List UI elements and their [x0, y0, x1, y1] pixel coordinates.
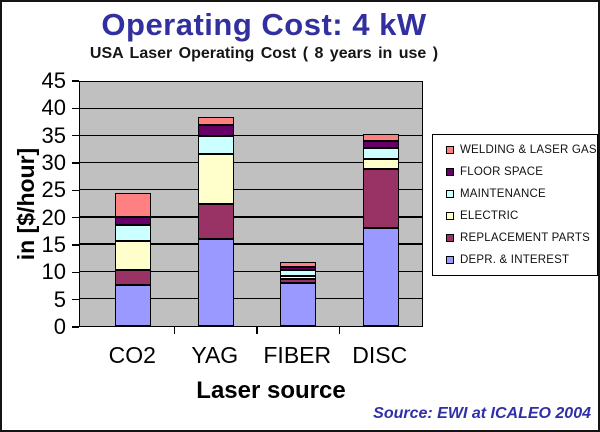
legend-label: REPLACEMENT PARTS [460, 232, 590, 244]
bar-segment [280, 278, 317, 284]
x-label-yag: YAG [191, 342, 239, 368]
y-tick [72, 326, 79, 328]
x-labels-layer: CO2 YAG FIBER DISC [91, 342, 421, 369]
y-tick [72, 271, 79, 274]
bar-segment [280, 276, 317, 279]
legend-swatch [446, 146, 454, 154]
bar-segment [280, 270, 317, 277]
x-tick [256, 327, 258, 334]
x-label-disc: DISC [352, 342, 408, 368]
bar-segment [362, 228, 399, 326]
y-tick [72, 189, 79, 192]
gridlines-layer [80, 82, 422, 326]
gridline [80, 243, 422, 245]
legend-swatch [446, 168, 454, 176]
y-tick-label: 40 [41, 95, 66, 121]
gridline [80, 162, 422, 164]
y-tick-label: 0 [53, 314, 66, 339]
legend-swatch [446, 234, 454, 242]
y-tick-label: 45 [41, 68, 66, 93]
y-tick-label: 30 [41, 150, 66, 176]
gridline [80, 189, 422, 191]
y-tick [72, 216, 79, 219]
chart-title: Operating Cost: 4 kW [101, 7, 427, 42]
bar-slot-disc [340, 82, 423, 326]
bar-segment [362, 141, 399, 149]
bar-yag [197, 82, 234, 326]
gridline [80, 216, 422, 218]
y-tick [72, 107, 79, 110]
y-tick [72, 134, 79, 137]
y-tick-label: 5 [53, 286, 66, 312]
legend-label: DEPR. & INTEREST [460, 254, 570, 266]
bar-segment [115, 225, 152, 242]
bar-segment [115, 216, 152, 226]
bar-segment [115, 285, 152, 326]
bar-segment [197, 239, 234, 326]
x-ticks-layer [91, 327, 421, 334]
bar-fiber [280, 82, 317, 326]
bars-layer [92, 82, 422, 326]
legend-item: DEPR. & INTEREST [446, 254, 593, 266]
x-label-fiber: FIBER [263, 342, 332, 368]
bar-co2 [115, 82, 152, 326]
x-label-co2: CO2 [108, 342, 156, 368]
bar-segment [197, 124, 234, 137]
legend-item: REPLACEMENT PARTS [446, 232, 593, 244]
legend-label: WELDING & LASER GAS [460, 144, 597, 156]
bar-segment [115, 241, 152, 270]
legend-swatch [446, 212, 454, 220]
bar-segment [362, 168, 399, 229]
gridline [80, 297, 422, 299]
plot-area [79, 81, 423, 327]
y-tick-label: 35 [41, 122, 66, 148]
legend-item: MAINTENANCE [446, 188, 593, 200]
bar-segment [197, 117, 234, 125]
bar-slot-yag [175, 82, 258, 326]
x-tick [338, 327, 340, 334]
x-axis-title: Laser source [196, 377, 346, 404]
y-tick-label: 10 [41, 259, 66, 285]
chart-subtitle: USA Laser Operating Cost ( 8 years in us… [89, 45, 439, 62]
bar-segment [362, 133, 399, 142]
legend-label: MAINTENANCE [460, 188, 546, 200]
bar-segment [280, 261, 317, 267]
y-tick [72, 162, 79, 164]
legend-item: WELDING & LASER GAS [446, 144, 597, 156]
bar-segment [197, 136, 234, 154]
bar-slot-co2 [92, 82, 175, 326]
bar-segment [115, 192, 152, 217]
legend-item: ELECTRIC [446, 210, 593, 222]
y-tick-label: 20 [41, 204, 66, 230]
legend-swatch [446, 256, 454, 264]
y-tick [72, 244, 79, 246]
legend-swatch [446, 190, 454, 198]
legend-label: ELECTRIC [460, 210, 519, 222]
y-tick-label: 15 [41, 232, 66, 258]
y-tick-label: 25 [41, 177, 66, 203]
y-tick [72, 80, 79, 82]
legend: WELDING & LASER GAS FLOOR SPACE MAINTENANC… [432, 134, 598, 276]
gridline [80, 270, 422, 272]
y-axis-layer: 0 5 10 15 20 25 30 35 40 45 [2, 70, 79, 338]
legend-item: FLOOR SPACE [446, 166, 593, 178]
bar-segment [280, 283, 317, 326]
bar-slot-fiber [257, 82, 340, 326]
bar-segment [362, 148, 399, 160]
bar-segment [197, 153, 234, 205]
gridline [80, 107, 422, 110]
bar-segment [362, 159, 399, 169]
x-tick [173, 327, 175, 334]
bar-segment [280, 266, 317, 271]
source-credit: Source: EWI at ICALEO 2004 [373, 405, 591, 422]
gridline [80, 135, 422, 137]
bar-segment [197, 204, 234, 240]
legend-label: FLOOR SPACE [460, 166, 544, 178]
bar-segment [115, 269, 152, 286]
y-tick [72, 298, 79, 301]
bar-disc [362, 82, 399, 326]
